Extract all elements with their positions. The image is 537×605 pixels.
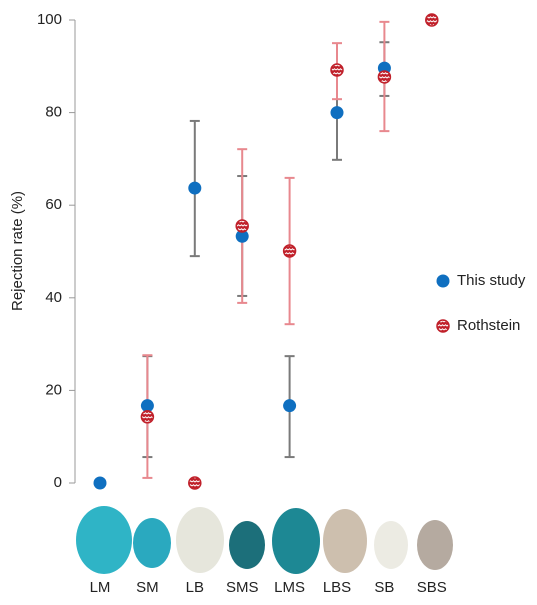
y-tick-label: 60 xyxy=(45,196,62,213)
y-tick-label: 0 xyxy=(54,474,62,491)
legend-label: This study xyxy=(457,272,526,289)
marker xyxy=(189,477,201,489)
x-tick-label: SM xyxy=(136,579,159,596)
chart: Rejection rate (%) 0 20 40 60 80 100 LM SM LB SMS… xyxy=(0,0,537,600)
y-tick-label: 40 xyxy=(45,289,62,306)
marker xyxy=(331,64,343,76)
x-tick-label: LB xyxy=(186,579,204,596)
y-tick-label: 80 xyxy=(45,104,62,121)
x-tick-label: LBS xyxy=(323,579,351,596)
y-tick-label: 100 xyxy=(37,11,62,28)
x-tick-label: LMS xyxy=(274,579,305,596)
marker xyxy=(437,275,450,288)
marker xyxy=(426,14,438,26)
marker xyxy=(331,106,344,119)
x-tick-label: SMS xyxy=(226,579,259,596)
y-axis-label: Rejection rate (%) xyxy=(9,191,26,311)
eggs xyxy=(76,506,453,574)
x-tick-label: SB xyxy=(374,579,394,596)
x-tick-label: SBS xyxy=(417,579,447,596)
y-tick-label: 20 xyxy=(45,381,62,398)
marker xyxy=(94,477,107,490)
marker xyxy=(283,399,296,412)
marker xyxy=(236,220,248,232)
marker xyxy=(378,71,390,83)
x-tick-label: LM xyxy=(90,579,111,596)
marker xyxy=(284,245,296,257)
legend-label: Rothstein xyxy=(457,317,520,334)
marker xyxy=(188,182,201,195)
marker xyxy=(437,320,449,332)
marker xyxy=(141,411,153,423)
